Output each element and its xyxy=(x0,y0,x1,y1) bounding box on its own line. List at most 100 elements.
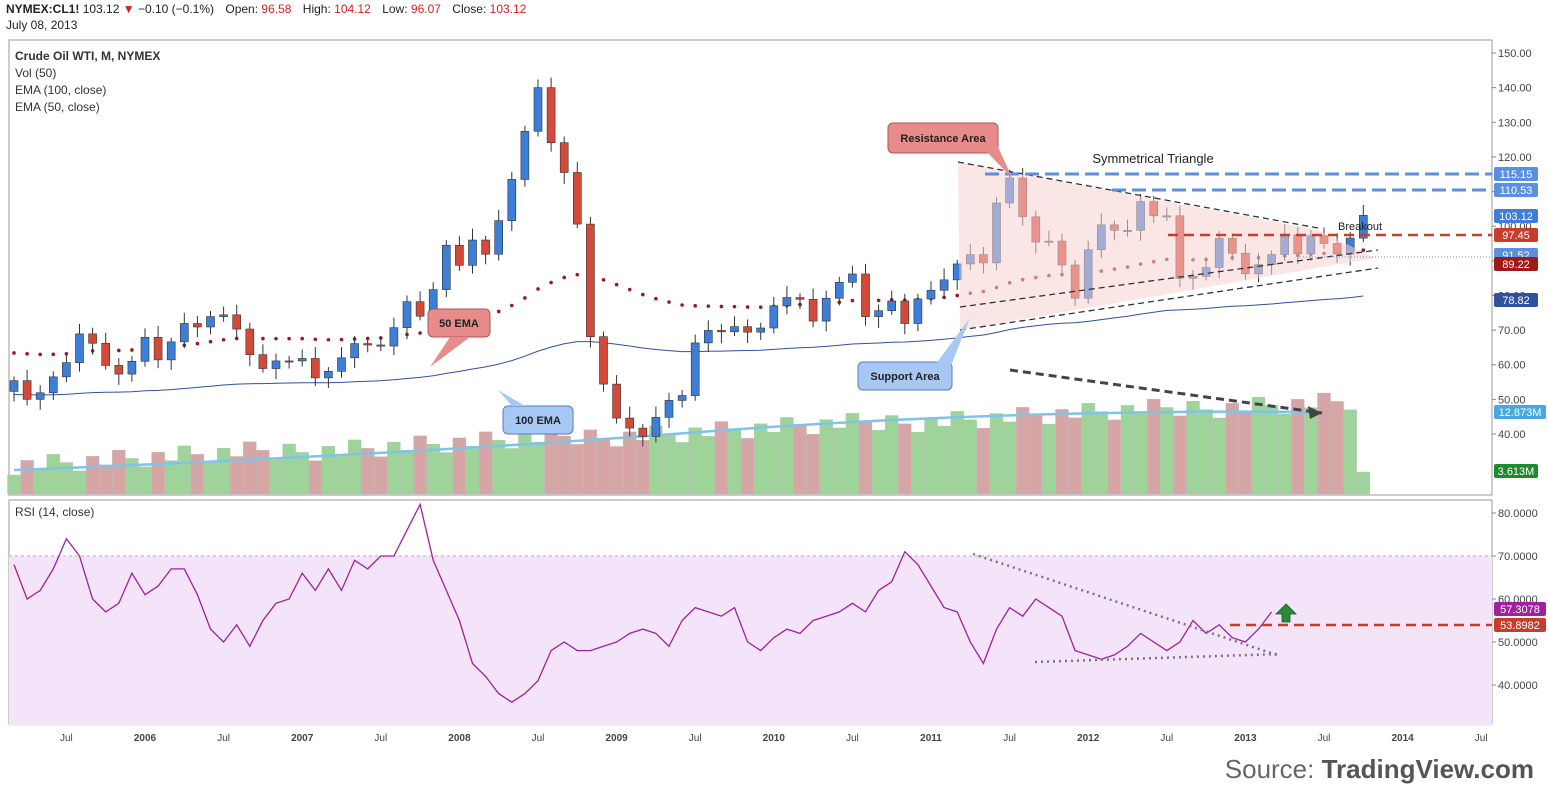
volume-ema-line xyxy=(13,410,1321,472)
volume-bar xyxy=(1016,407,1030,495)
volume-bar xyxy=(858,421,873,495)
candle xyxy=(310,358,320,379)
resistance-callout-text: Resistance Area xyxy=(900,133,986,145)
time-tick-label: Jul xyxy=(217,733,230,744)
triangle-label: Symmetrical Triangle xyxy=(1092,151,1213,166)
volume-bar xyxy=(688,427,702,495)
rsi-band xyxy=(9,556,1492,726)
price-level-badge xyxy=(1494,257,1538,271)
volume-bar xyxy=(1055,409,1069,495)
volume-bar xyxy=(937,425,951,495)
candle xyxy=(219,314,228,317)
last-volume-badge-text: 3.613M xyxy=(1498,466,1535,478)
source-prefix: Source: xyxy=(1224,754,1322,784)
ema50-dot xyxy=(706,304,711,308)
volume-bar xyxy=(413,435,427,495)
volume-bar xyxy=(203,462,218,495)
volume-bar xyxy=(754,423,768,495)
volume-bar xyxy=(164,460,178,495)
volume-bar xyxy=(33,468,47,495)
ema50-dot xyxy=(1361,248,1366,252)
candle xyxy=(232,314,241,330)
volume-bar xyxy=(898,423,912,495)
candle xyxy=(651,417,661,437)
volume-bar xyxy=(780,417,794,495)
vol-ema-badge xyxy=(1494,405,1546,419)
volume-bar xyxy=(767,431,781,495)
candle xyxy=(75,333,84,363)
volume-bar xyxy=(544,427,558,495)
candle xyxy=(625,417,635,429)
candle xyxy=(101,342,110,366)
volume-bar xyxy=(675,442,689,495)
volume-bar xyxy=(478,431,493,495)
time-tick-label: 2012 xyxy=(1077,733,1100,744)
volume-bar xyxy=(1238,411,1253,495)
price-level-badge xyxy=(1494,228,1538,242)
volume-bar xyxy=(557,435,571,495)
candle xyxy=(193,323,202,328)
ema50-dot xyxy=(12,351,16,355)
ema50-dot xyxy=(221,337,226,342)
volume-bar xyxy=(976,427,991,495)
candle xyxy=(690,342,700,396)
ema50-dot xyxy=(680,303,684,307)
candle xyxy=(337,357,346,372)
high-label: High: xyxy=(302,2,331,16)
open-value: 96.58 xyxy=(261,2,292,16)
volume-bar xyxy=(570,444,584,495)
resistance-callout xyxy=(887,122,999,154)
candle xyxy=(939,279,949,291)
rsi-support-trendline xyxy=(1034,652,1281,664)
candle xyxy=(874,310,883,317)
volume-bar xyxy=(1042,423,1056,495)
candle xyxy=(926,289,936,300)
volume-bar xyxy=(308,460,322,495)
candle xyxy=(350,343,359,359)
ema50-dot xyxy=(287,336,291,341)
candle xyxy=(861,273,870,317)
volume-bar xyxy=(492,439,506,495)
candle xyxy=(559,142,569,173)
ema50-dot xyxy=(418,331,422,335)
rsi-tick-label: 50.0000 xyxy=(1498,637,1538,649)
volume-trendline xyxy=(1009,368,1323,415)
ema50-dot xyxy=(208,339,213,344)
volume-bar xyxy=(1304,407,1318,495)
volume-bar xyxy=(1278,413,1292,495)
volume-bar xyxy=(374,456,388,495)
ema50-dot xyxy=(562,275,566,280)
candle xyxy=(180,323,189,343)
price-level-badge xyxy=(1494,293,1538,307)
volume-bar xyxy=(505,448,519,495)
volume-bar xyxy=(1317,392,1331,495)
time-tick-label: Jul xyxy=(1475,733,1488,744)
ema50-dot xyxy=(549,280,553,285)
price-level-badge-text: 78.82 xyxy=(1502,295,1530,307)
candle xyxy=(546,87,556,144)
candle xyxy=(756,327,766,333)
volume-bar xyxy=(727,429,742,495)
ema50-dot xyxy=(719,304,724,309)
ema50-dot xyxy=(641,292,645,297)
volume-bar xyxy=(1133,413,1148,495)
triangle-zone xyxy=(958,162,1375,330)
volume-bar xyxy=(269,458,283,495)
candle xyxy=(402,301,412,328)
price-level-badge xyxy=(1494,183,1538,197)
candle xyxy=(769,305,779,329)
candle xyxy=(35,392,45,400)
ema50-dot xyxy=(51,352,56,357)
volume-bar xyxy=(1264,405,1279,495)
candle xyxy=(520,130,530,180)
ema50-dot xyxy=(38,352,42,357)
candle xyxy=(48,376,58,394)
volume-bar xyxy=(924,417,938,495)
ema50-dot xyxy=(313,337,318,342)
ema50-dot xyxy=(523,296,527,300)
ema100-line xyxy=(13,295,1364,396)
ema50-dot xyxy=(339,337,344,342)
volume-bar xyxy=(334,454,349,495)
volume-bar xyxy=(138,466,152,495)
